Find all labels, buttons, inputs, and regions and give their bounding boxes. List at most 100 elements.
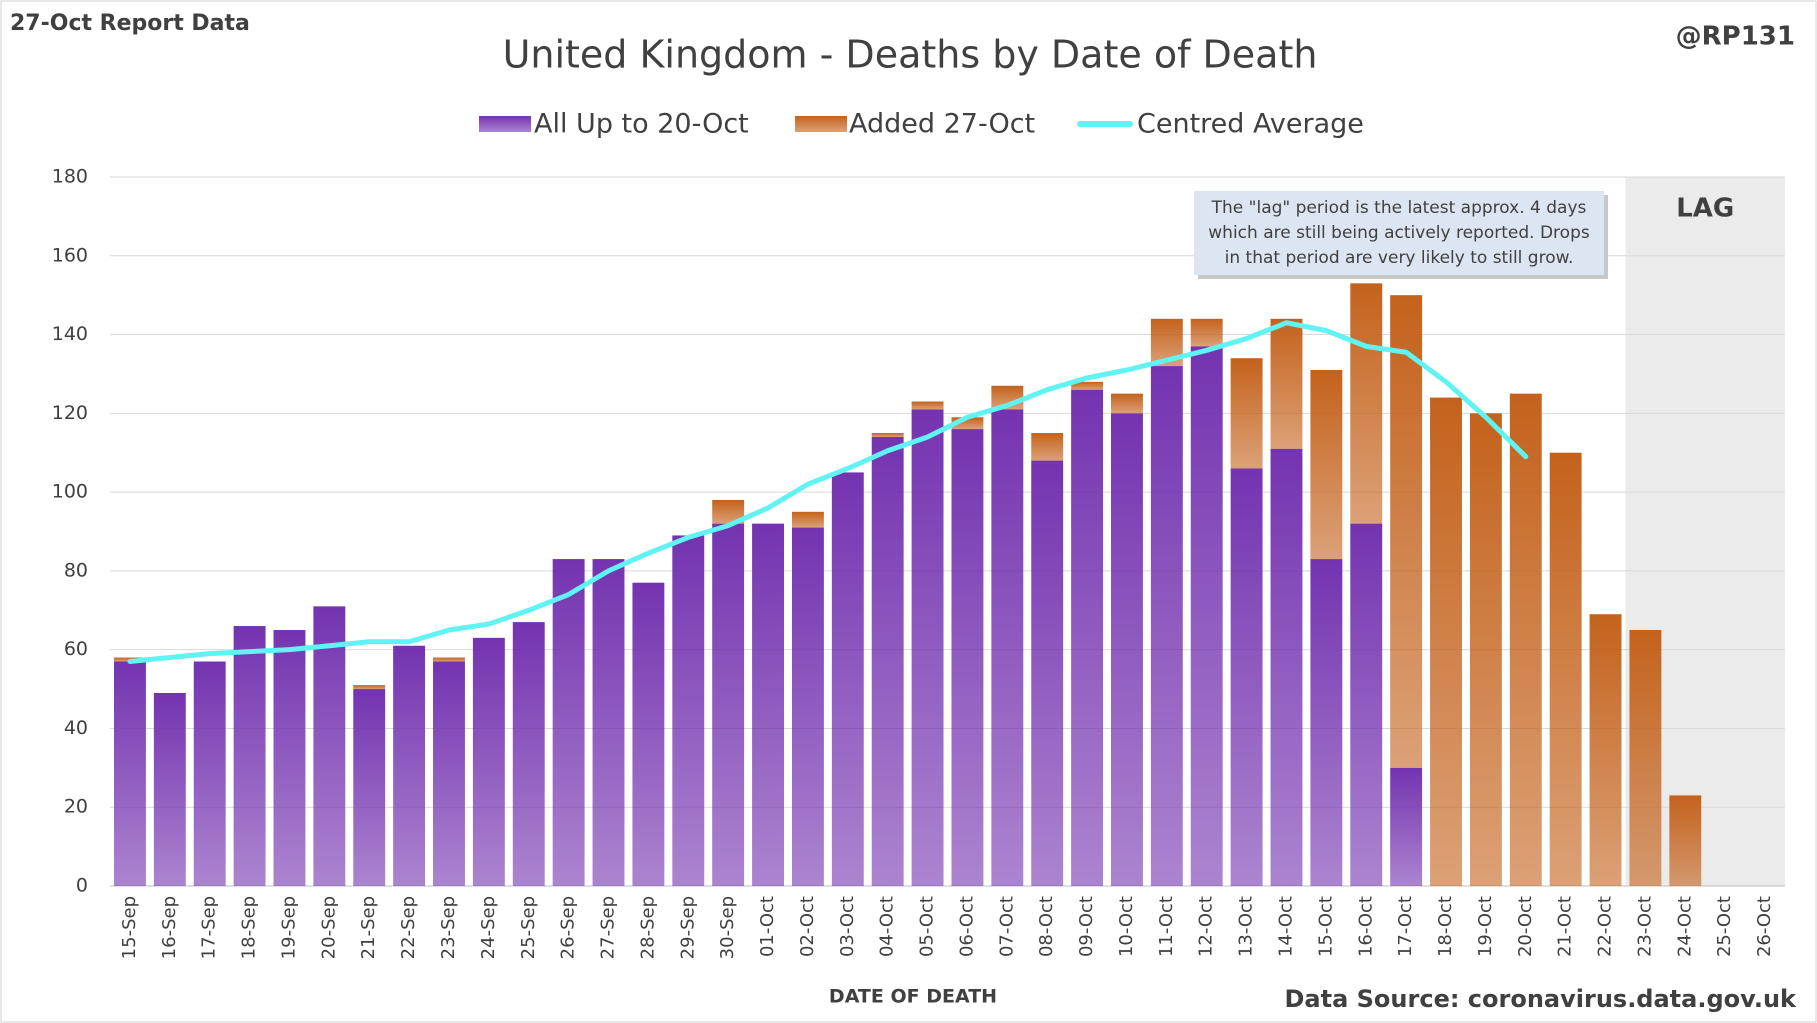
- bar-segment: [791, 527, 824, 886]
- bar-segment: [1310, 559, 1343, 886]
- x-tick-label: 17-Sep: [199, 896, 220, 959]
- bar-segment: [1629, 629, 1662, 886]
- bar-segment: [512, 622, 545, 886]
- y-tick-label: 0: [76, 875, 88, 897]
- bar-segment: [1310, 370, 1343, 560]
- bar-segment: [472, 637, 505, 886]
- average-line: [127, 320, 1529, 664]
- x-tick-label: 05-Oct: [917, 896, 938, 957]
- x-tick-label: 21-Oct: [1555, 896, 1576, 957]
- bar-segment: [1669, 795, 1702, 886]
- y-tick-label: 160: [52, 244, 88, 266]
- bar-segment: [1230, 358, 1263, 469]
- bar-segment: [1390, 767, 1423, 886]
- legend-swatch: [795, 116, 847, 132]
- bar-segment: [1071, 381, 1104, 390]
- x-axis-label: DATE OF DEATH: [829, 986, 997, 1008]
- x-tick-label: 09-Oct: [1076, 896, 1097, 957]
- y-tick-label: 60: [64, 638, 88, 660]
- x-tick-label: 12-Oct: [1196, 896, 1217, 957]
- bar-segment: [1111, 413, 1143, 886]
- bar-segment: [632, 582, 665, 886]
- x-tick-label: 30-Sep: [717, 896, 738, 959]
- x-tick-label: 22-Sep: [398, 896, 419, 959]
- bar-segment: [1270, 448, 1303, 886]
- y-tick-label: 40: [64, 717, 88, 739]
- bar-segment: [592, 559, 625, 886]
- x-tick-label: 19-Sep: [278, 896, 299, 959]
- x-tick-label: 26-Oct: [1754, 896, 1775, 957]
- bar-segment: [1150, 366, 1183, 887]
- bar-segment: [1469, 413, 1502, 886]
- x-tick-label: 18-Oct: [1435, 896, 1456, 957]
- x-tick-label: 14-Oct: [1275, 896, 1296, 957]
- bar-segment: [433, 657, 465, 662]
- bar-segment: [991, 409, 1024, 886]
- bar-segment: [871, 436, 904, 886]
- bar-segment: [393, 645, 426, 886]
- bar-segment: [951, 429, 984, 886]
- bar-segment: [712, 523, 745, 886]
- x-tick-label: 17-Oct: [1395, 896, 1416, 957]
- annotation-box: [1194, 191, 1604, 275]
- x-tick-label: 26-Sep: [558, 896, 579, 959]
- x-tick-label: 23-Sep: [438, 896, 459, 959]
- y-tick-label: 100: [52, 481, 88, 503]
- bar-segment: [552, 559, 585, 886]
- bar-segment: [353, 689, 386, 886]
- x-tick-label: 23-Oct: [1634, 896, 1655, 957]
- report-label: 27-Oct Report Data: [10, 11, 250, 36]
- x-tick-label: 06-Oct: [956, 896, 977, 957]
- x-tick-label: 22-Oct: [1595, 896, 1616, 957]
- y-tick-label: 20: [64, 796, 88, 818]
- x-tick-label: 08-Oct: [1036, 896, 1057, 957]
- bar-segment: [1430, 397, 1462, 886]
- x-tick-label: 11-Oct: [1156, 896, 1177, 957]
- x-tick-label: 27-Sep: [598, 896, 619, 959]
- x-tick-label: 07-Oct: [996, 896, 1017, 957]
- x-tick-label: 19-Oct: [1475, 896, 1496, 957]
- credit: @RP131: [1676, 22, 1795, 52]
- annotation-text: The "lag" period is the latest approx. 4…: [1211, 198, 1587, 218]
- bar-segment: [911, 409, 944, 886]
- bar-segment: [1390, 295, 1423, 768]
- bar-segment: [1111, 393, 1143, 414]
- x-tick-label: 24-Oct: [1674, 896, 1695, 957]
- x-tick-label: 02-Oct: [797, 896, 818, 957]
- annotation-text: which are still being actively reported.…: [1208, 223, 1590, 243]
- x-tick-label: 18-Sep: [239, 896, 260, 959]
- x-tick-label: 25-Sep: [518, 896, 539, 959]
- bar-segment: [1071, 389, 1104, 886]
- annotation-text: in that period are very likely to still …: [1225, 248, 1574, 268]
- source: Data Source: coronavirus.data.gov.uk: [1285, 985, 1798, 1013]
- x-tick-label: 15-Oct: [1315, 896, 1336, 957]
- bar-segment: [831, 472, 864, 886]
- x-tick-label: 20-Sep: [318, 896, 339, 959]
- x-tick-label: 29-Sep: [677, 896, 698, 959]
- bar-segment: [1270, 318, 1303, 449]
- bar-segment: [752, 523, 784, 886]
- legend-swatch: [479, 116, 531, 132]
- y-tick-label: 80: [64, 559, 88, 581]
- bar-segment: [1549, 452, 1582, 886]
- x-tick-label: 13-Oct: [1236, 896, 1257, 957]
- x-tick-label: 01-Oct: [757, 896, 778, 957]
- bar-segment: [153, 692, 186, 886]
- x-tick-label: 03-Oct: [837, 896, 858, 957]
- bar-segment: [1589, 614, 1622, 886]
- bar-segment: [951, 417, 984, 430]
- x-tick-label: 28-Sep: [637, 896, 658, 959]
- bar-segment: [1031, 460, 1064, 886]
- x-tick-label: 10-Oct: [1116, 896, 1137, 957]
- x-tick-label: 21-Sep: [358, 896, 379, 959]
- legend-label: All Up to 20-Oct: [534, 109, 749, 140]
- y-tick-label: 180: [52, 166, 88, 188]
- x-tick-label: 24-Sep: [478, 896, 499, 959]
- bar-segment: [871, 433, 904, 437]
- legend-label: Added 27-Oct: [849, 109, 1035, 140]
- bar-segment: [193, 661, 226, 886]
- bar-segment: [433, 661, 465, 886]
- y-tick-label: 120: [52, 402, 88, 424]
- lag-label: LAG: [1676, 194, 1734, 224]
